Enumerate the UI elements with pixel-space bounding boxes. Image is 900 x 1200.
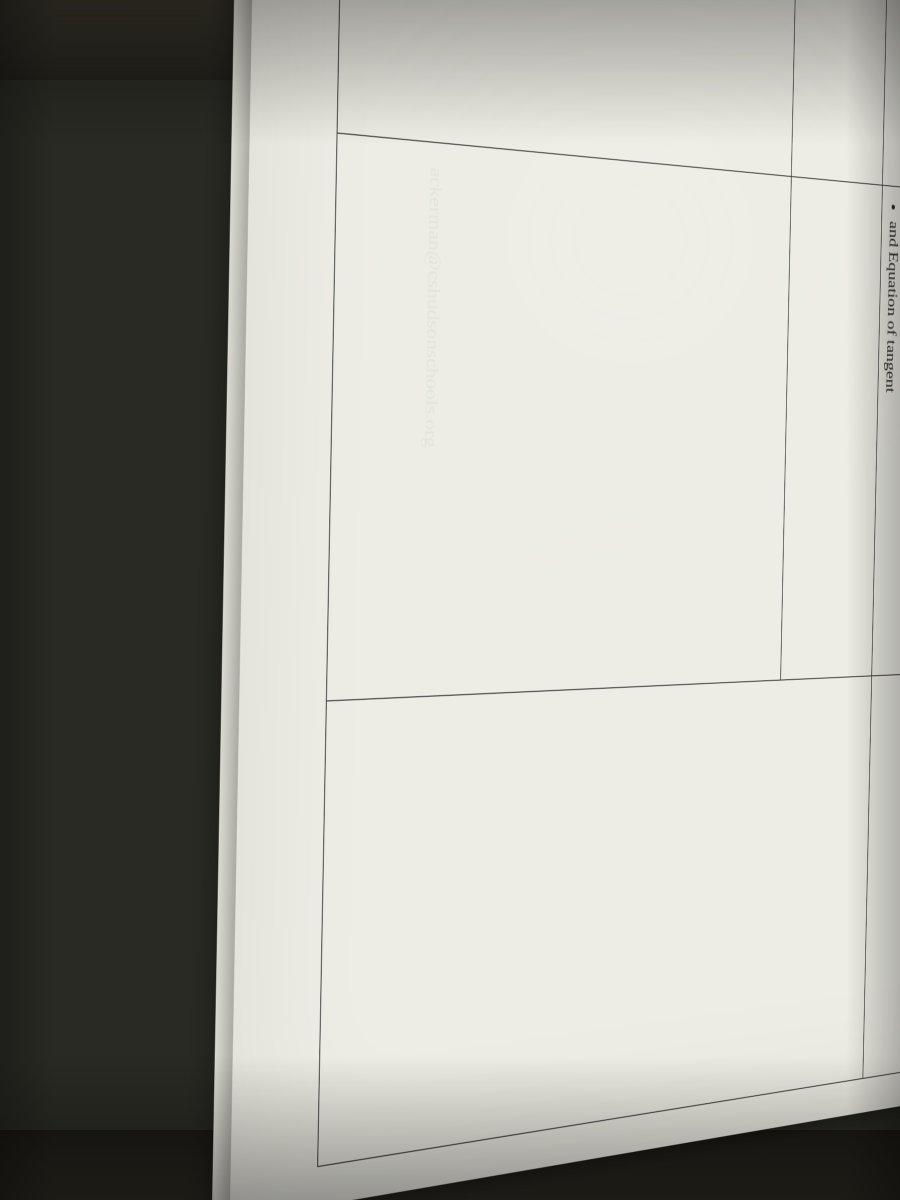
worksheet-table: Name of Curve: Provide a brief descripti… [318, 0, 900, 1167]
cell-solution-blank [781, 177, 883, 681]
cell-equation: x² − xy − y² = 1, (2, 1) (hyperbola) [792, 0, 895, 186]
photo-scene: Sketch both the curve and the tangent us… [0, 0, 900, 1200]
description-label: Description: [768, 0, 796, 166]
cell-solution-work-blank: ackerman@cshudsonschools.org [327, 133, 792, 701]
cell-graph-blank [318, 676, 872, 1166]
bleedthrough-ghost-text: ackerman@cshudsonschools.org [420, 167, 445, 448]
worksheet-page: Sketch both the curve and the tangent us… [230, 0, 900, 1200]
